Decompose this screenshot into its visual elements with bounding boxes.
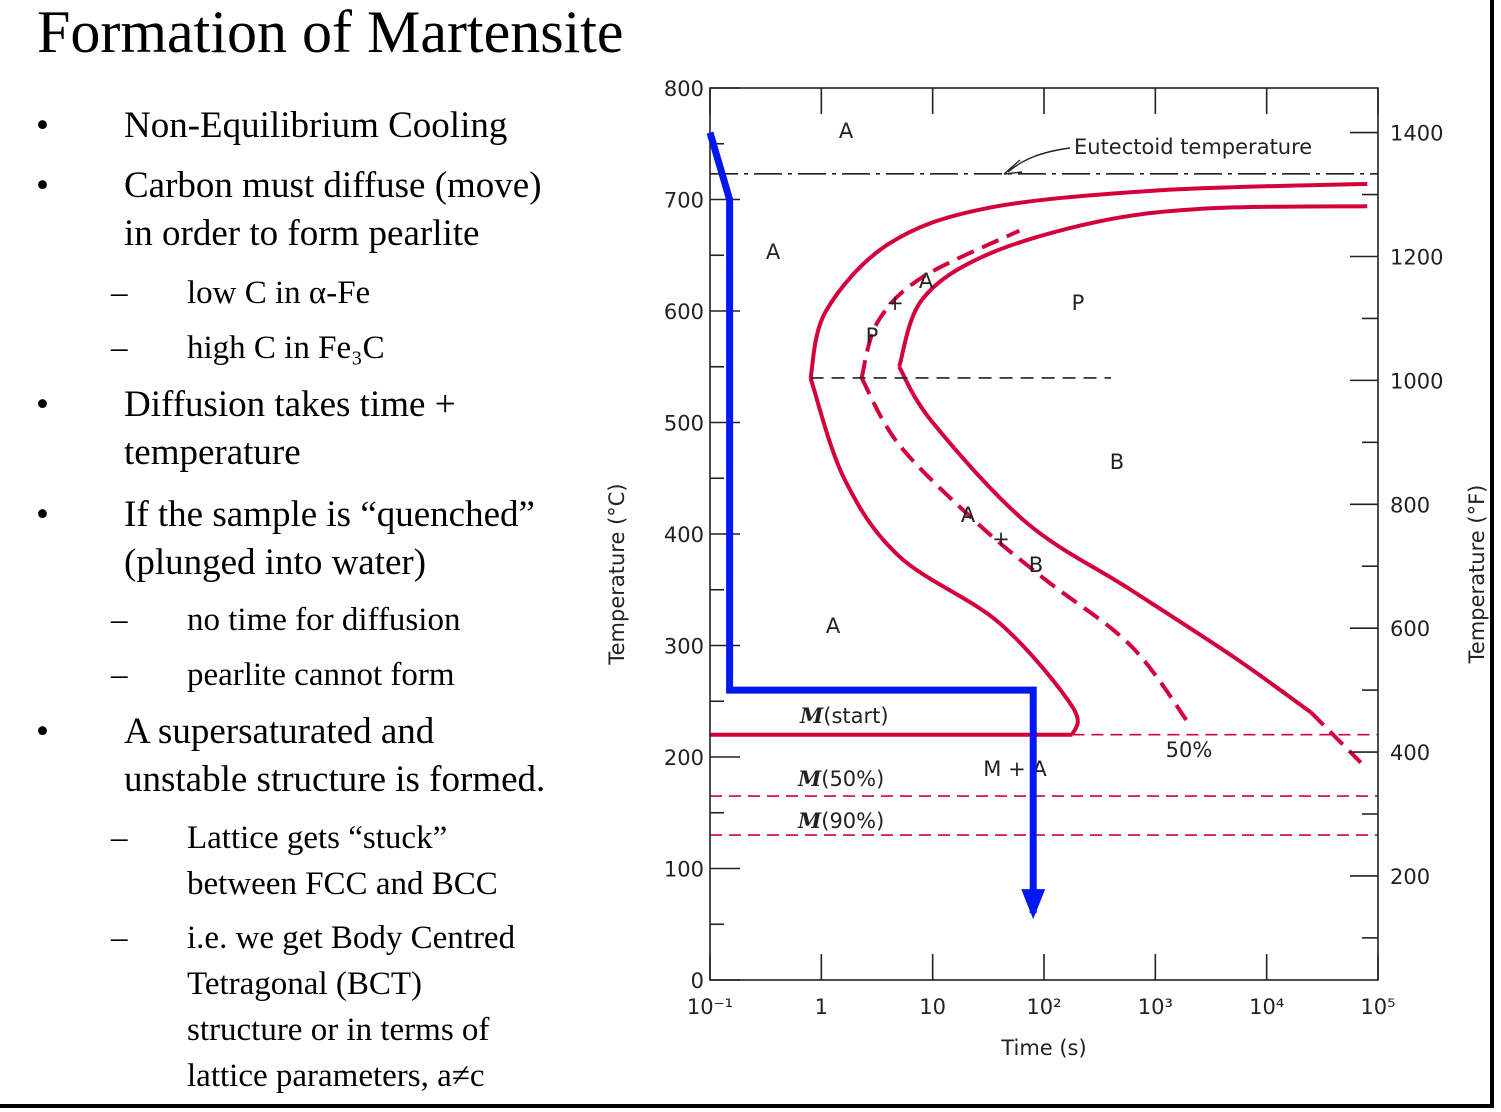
sub-bullet-text: Lattice gets “stuck” — [187, 820, 448, 856]
transformation-curve-5 — [897, 365, 1313, 715]
y-tick-label: 500 — [664, 412, 704, 436]
bullet-marker: • — [36, 105, 49, 146]
bullet-text: in order to form pearlite — [124, 213, 480, 254]
sub-bullet-marker: – — [111, 657, 128, 693]
y-tick-label: 100 — [664, 858, 704, 882]
sub-bullet-marker: – — [111, 330, 128, 366]
region-label: A — [839, 119, 854, 143]
sub-bullet-text: Tetragonal (BCT) — [187, 966, 423, 1002]
transformation-curve-2 — [859, 228, 1021, 379]
bullet-marker: • — [36, 165, 49, 206]
x-tick-label: 10 — [919, 995, 946, 1019]
sub-bullet-text: high C in Fe₃C — [187, 330, 385, 366]
transformation-curve-0 — [808, 181, 1368, 379]
x-tick-label: 10⁻¹ — [687, 995, 733, 1019]
y-tick-label: 300 — [664, 635, 704, 659]
y2-tick-label: 1400 — [1390, 122, 1443, 146]
bullet-text: (plunged into water) — [124, 542, 427, 583]
y-tick-label: 0 — [691, 969, 704, 993]
x-tick-label: 1 — [815, 995, 828, 1019]
sub-bullet-text: no time for diffusion — [187, 602, 461, 638]
bullet-text: unstable structure is formed. — [124, 759, 546, 800]
bullet-text: Non-Equilibrium Cooling — [124, 105, 508, 146]
y-tick-label: 400 — [664, 523, 704, 547]
y2-tick-label: 400 — [1390, 741, 1430, 765]
eutectoid-label: Eutectoid temperature — [1074, 135, 1312, 159]
transformation-curve-3 — [859, 376, 1191, 725]
bullet-text: A supersaturated and — [124, 711, 435, 752]
y2-tick-label: 200 — [1390, 865, 1430, 889]
transition-label-top: A — [961, 503, 976, 527]
y2-axis-label: Temperature (°F) — [1465, 485, 1489, 665]
sub-bullet-text: i.e. we get Body Centred — [187, 920, 516, 956]
sub-bullet-marker: – — [111, 820, 128, 856]
y2-tick-label: 1200 — [1390, 245, 1443, 269]
eutectoid-leader — [1007, 147, 1071, 173]
slide-title: Formation of Martensite — [37, 0, 624, 65]
sub-bullet-text: low C in α-Fe — [187, 275, 371, 311]
m-50-label: M(50%) — [797, 766, 884, 791]
sub-bullet-marker: – — [111, 602, 128, 638]
y-tick-label: 800 — [664, 77, 704, 101]
y2-tick-label: 800 — [1390, 493, 1430, 517]
transformation-curve-6 — [1309, 710, 1363, 764]
transformation-curve-1 — [808, 377, 1080, 736]
x-axis-label: Time (s) — [1000, 1036, 1086, 1060]
y-tick-label: 200 — [664, 746, 704, 770]
x-tick-label: 10² — [1026, 995, 1061, 1019]
slide-border-right — [1490, 0, 1494, 1104]
sub-bullet-text: between FCC and BCC — [187, 866, 498, 902]
y2-tick-label: 600 — [1390, 617, 1430, 641]
region-label: 50% — [1166, 738, 1213, 762]
m-90-label: M(90%) — [797, 808, 884, 833]
transition-label-bottom: P — [866, 324, 879, 348]
y-tick-label: 600 — [664, 300, 704, 324]
x-tick-label: 10³ — [1138, 995, 1173, 1019]
region-label: B — [1110, 450, 1124, 474]
transition-label-mid: + — [886, 291, 904, 315]
transition-label-top: A — [919, 269, 934, 293]
bullet-text: Carbon must diffuse (move) — [124, 165, 542, 206]
y2-tick-label: 1000 — [1390, 369, 1443, 393]
bullet-marker: • — [36, 384, 49, 425]
bullet-marker: • — [36, 711, 49, 752]
bullet-text: temperature — [124, 432, 301, 473]
sub-bullet-marker: – — [111, 275, 128, 311]
y-axis-label: Temperature (°C) — [605, 483, 629, 665]
eutectoid-arrowhead — [1003, 159, 1023, 175]
cooling-arrowhead — [1021, 889, 1046, 920]
x-tick-label: 10⁵ — [1360, 995, 1395, 1019]
y-tick-label: 700 — [664, 189, 704, 213]
sub-bullet-text: lattice parameters, a≠c — [187, 1058, 485, 1094]
region-label: P — [1072, 291, 1085, 315]
m-start-label: M(start) — [799, 703, 889, 728]
sub-bullet-text: structure or in terms of — [187, 1012, 490, 1048]
bullet-text: If the sample is “quenched” — [124, 494, 535, 535]
transition-label-mid: + — [992, 527, 1010, 551]
region-label: M + A — [983, 757, 1047, 781]
slide-border-bottom — [0, 1104, 1494, 1108]
region-label: A — [826, 614, 841, 638]
transition-label-bottom: B — [1029, 553, 1043, 577]
transformation-curve-4 — [897, 204, 1368, 368]
sub-bullet-marker: – — [111, 920, 128, 956]
cooling-path — [706, 131, 1037, 914]
bullet-text: Diffusion takes time + — [124, 384, 456, 425]
x-tick-label: 10⁴ — [1249, 995, 1284, 1019]
sub-bullet-text: pearlite cannot form — [187, 657, 455, 693]
bullet-marker: • — [36, 494, 49, 535]
region-label: A — [766, 240, 781, 264]
